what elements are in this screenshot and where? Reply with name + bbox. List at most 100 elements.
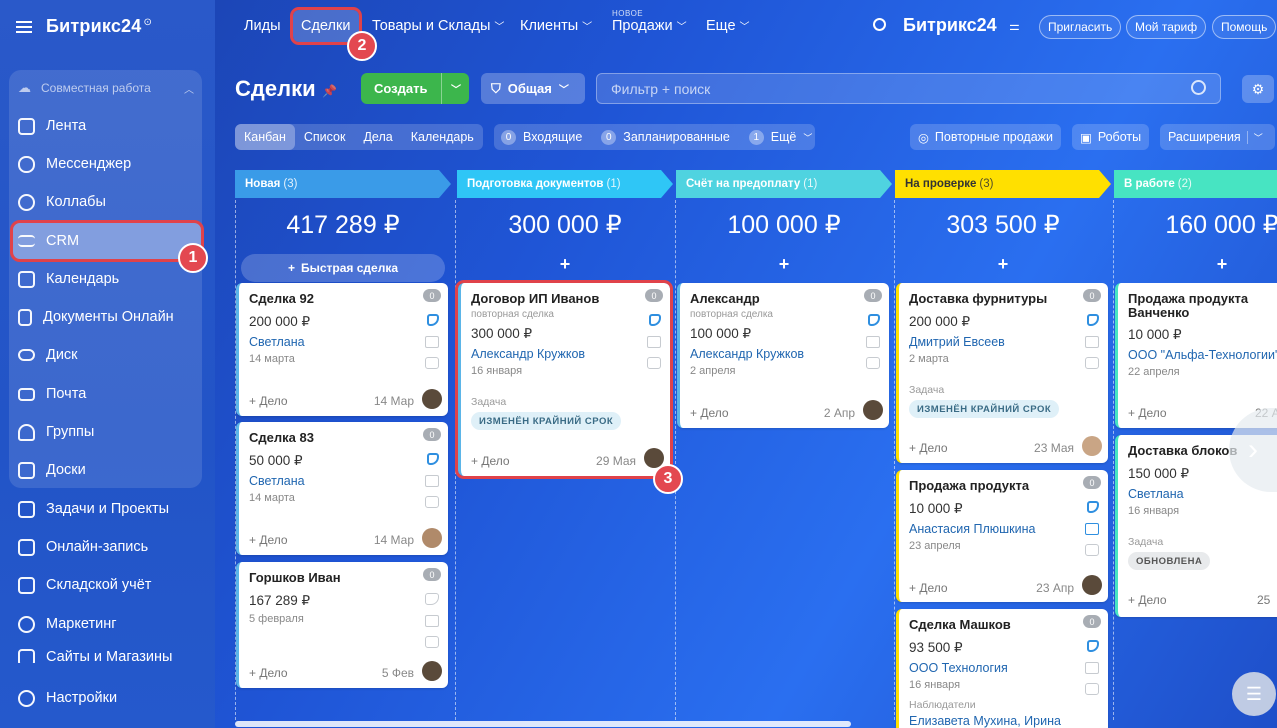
incoming-counter[interactable]: Входящие	[523, 130, 583, 144]
phone-icon[interactable]	[1087, 501, 1099, 513]
observer-names[interactable]: Елизавета Мухина, Ирина	[909, 714, 1061, 728]
sidebar-item-calendar[interactable]: Календарь	[18, 266, 198, 292]
tab-more[interactable]: Еще ﹀	[706, 18, 750, 34]
phone-icon[interactable]	[427, 314, 439, 326]
chat-icon[interactable]	[866, 357, 880, 369]
tab-clients[interactable]: Клиенты ﹀	[520, 18, 592, 34]
add-activity[interactable]: + Дело	[249, 394, 288, 408]
sidebar-item-feed[interactable]: Лента	[18, 113, 198, 139]
phone-icon[interactable]	[1087, 314, 1099, 326]
phone-icon[interactable]	[427, 453, 439, 465]
deal-client[interactable]: ООО "Альфа-Технологии"	[1128, 348, 1277, 362]
add-activity[interactable]: + Дело	[1128, 593, 1167, 607]
sidebar-item-mail[interactable]: Почта	[18, 381, 198, 407]
mail-icon[interactable]	[647, 336, 661, 348]
tab-activities[interactable]: Дела	[363, 130, 393, 144]
sidebar-item-groups[interactable]: Группы	[18, 419, 198, 445]
repeat-sales-button[interactable]: ◎ Повторные продажи	[910, 124, 1062, 150]
category-select[interactable]: ⛉ Общая ﹀	[481, 73, 585, 104]
avatar[interactable]	[422, 661, 442, 681]
deal-card[interactable]: Сделка Машков 0 93 500 ₽ ООО Технология …	[896, 609, 1108, 728]
mail-icon[interactable]	[1085, 336, 1099, 348]
sidebar-item-sites[interactable]: Сайты и Магазины	[18, 649, 198, 663]
sidebar-item-boards[interactable]: Доски	[18, 457, 198, 483]
help-button[interactable]: Помощь	[1212, 15, 1277, 39]
menu-icon[interactable]	[16, 20, 32, 33]
deal-title[interactable]: Сделка 83	[249, 430, 314, 445]
add-activity[interactable]: + Дело	[249, 666, 288, 680]
deal-client[interactable]: Дмитрий Евсеев	[909, 335, 1005, 349]
deal-title[interactable]: Продажа продукта	[909, 478, 1030, 493]
sidebar-item-settings[interactable]: Настройки	[18, 685, 198, 711]
deal-card[interactable]: Александр 0 повторная сделка 100 000 ₽ А…	[677, 283, 889, 428]
column-header[interactable]: На проверке (3)	[895, 170, 1111, 198]
avatar[interactable]	[422, 389, 442, 409]
deal-title[interactable]: Продажа продукта Ванченко	[1128, 291, 1249, 320]
deal-client[interactable]: Александр Кружков	[471, 347, 586, 361]
chat-icon[interactable]	[1085, 544, 1099, 556]
sidebar-item-crm[interactable]: CRM	[18, 228, 198, 254]
extensions-button[interactable]: Расширения ﹀	[1160, 124, 1275, 150]
planned-counter[interactable]: Запланированные	[623, 130, 730, 144]
column-header[interactable]: Новая (3)	[235, 170, 451, 198]
mail-icon[interactable]	[1085, 523, 1099, 535]
sidebar-item-marketing[interactable]: Маркетинг	[18, 611, 198, 637]
deal-title[interactable]: Сделка Машков	[909, 617, 1011, 632]
sidebar-item-collabs[interactable]: Коллабы	[18, 189, 198, 215]
deal-title[interactable]: Доставка фурнитуры	[909, 291, 1048, 306]
add-activity[interactable]: + Дело	[249, 533, 288, 547]
deal-card[interactable]: Горшков Иван 0 167 289 ₽ 5 февраля + Дел…	[236, 562, 448, 688]
avatar[interactable]	[1082, 575, 1102, 595]
deal-title[interactable]: Горшков Иван	[249, 570, 341, 585]
deal-client[interactable]: Светлана	[249, 335, 305, 349]
phone-icon[interactable]	[1087, 640, 1099, 652]
horizontal-scrollbar[interactable]	[235, 721, 851, 727]
add-activity[interactable]: + Дело	[909, 441, 948, 455]
tab-calendar[interactable]: Календарь	[410, 130, 474, 144]
deal-client[interactable]: Александр Кружков	[690, 347, 805, 361]
search-icon[interactable]	[1191, 80, 1206, 95]
mail-icon[interactable]	[425, 615, 439, 627]
phone-icon[interactable]	[649, 314, 661, 326]
tab-sales[interactable]: Продажи ﹀	[612, 18, 687, 34]
quick-deal-button[interactable]: + Быстрая сделка	[241, 254, 445, 282]
robots-button[interactable]: ▣ Роботы	[1072, 124, 1150, 150]
pin-icon[interactable]: 📌	[322, 84, 337, 98]
deal-card[interactable]: Сделка 92 0 200 000 ₽ Светлана 14 марта …	[236, 283, 448, 416]
add-deal-icon[interactable]: +	[997, 254, 1009, 274]
sidebar-item-documents[interactable]: Документы Онлайн	[18, 304, 198, 330]
search-input[interactable]: Фильтр + поиск	[596, 73, 1221, 104]
deal-card[interactable]: Продажа продукта Ванченко 10 000 ₽ ООО "…	[1115, 283, 1277, 428]
tab-deals[interactable]: Сделки	[301, 18, 351, 34]
deal-client[interactable]: ООО Технология	[909, 661, 1008, 675]
gear-icon[interactable]: ⚙	[1242, 75, 1274, 103]
add-activity[interactable]: + Дело	[690, 406, 729, 420]
sidebar-item-disk[interactable]: Диск	[18, 342, 198, 368]
group-header[interactable]: ☁ Совместная работа ︿	[18, 80, 194, 96]
deal-card[interactable]: Продажа продукта 0 10 000 ₽ Анастасия Пл…	[896, 470, 1108, 602]
deal-title[interactable]: Договор ИП Иванов	[471, 291, 600, 306]
mail-icon[interactable]	[1085, 662, 1099, 674]
mail-icon[interactable]	[425, 336, 439, 348]
avatar[interactable]	[863, 400, 883, 420]
search-icon[interactable]	[873, 18, 886, 31]
chat-icon[interactable]	[425, 357, 439, 369]
add-activity[interactable]: + Дело	[909, 581, 948, 595]
chat-icon[interactable]	[1085, 683, 1099, 695]
add-deal-icon[interactable]: +	[778, 254, 790, 274]
more-counter[interactable]: Ещё	[770, 130, 797, 144]
mail-icon[interactable]	[866, 336, 880, 348]
chat-icon[interactable]	[425, 636, 439, 648]
filter-settings-icon[interactable]: ⚌	[1009, 19, 1020, 33]
tab-list[interactable]: Список	[303, 130, 346, 144]
deal-client[interactable]: Светлана	[1128, 487, 1184, 501]
deal-client[interactable]: Анастасия Плюшкина	[909, 522, 1036, 536]
tab-kanban[interactable]: Канбан	[235, 124, 295, 150]
phone-icon[interactable]	[868, 314, 880, 326]
deal-title[interactable]: Александр	[690, 291, 760, 306]
chat-icon[interactable]	[425, 496, 439, 508]
sidebar-item-messenger[interactable]: Мессенджер	[18, 151, 198, 177]
avatar[interactable]	[422, 528, 442, 548]
chat-list-icon[interactable]: ☰	[1232, 672, 1276, 716]
phone-icon[interactable]	[425, 593, 439, 605]
